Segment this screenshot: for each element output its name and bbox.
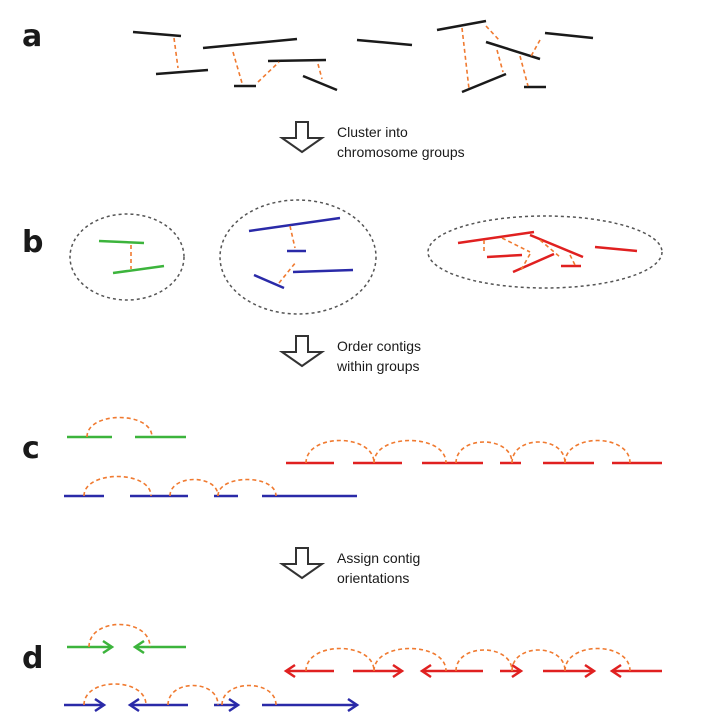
contig-unassigned bbox=[155, 68, 209, 76]
link-dashed-line bbox=[539, 239, 561, 258]
link-arc bbox=[83, 683, 147, 706]
contig-arrowhead bbox=[102, 639, 115, 655]
contig-arrowhead bbox=[584, 663, 597, 679]
panel-label-b: b bbox=[22, 225, 44, 260]
contig-unassigned bbox=[461, 72, 507, 94]
contig-arrowhead bbox=[609, 663, 622, 679]
contig-arrowhead bbox=[511, 663, 524, 679]
link-arc bbox=[221, 684, 277, 706]
contig-red bbox=[529, 233, 584, 259]
contig-blue bbox=[253, 273, 285, 290]
contig-unassigned bbox=[202, 37, 298, 50]
link-dashed-line bbox=[496, 49, 504, 73]
contig-unassigned bbox=[132, 30, 182, 38]
link-arc bbox=[86, 416, 153, 438]
panel-label-c: c bbox=[22, 431, 40, 466]
link-dashed-line bbox=[529, 39, 541, 59]
step-label-cluster-line2: chromosome groups bbox=[337, 144, 465, 160]
contig-blue bbox=[292, 268, 354, 274]
cluster-ellipse-green bbox=[69, 213, 185, 301]
link-dashed-line bbox=[289, 225, 296, 249]
process-arrow-order bbox=[278, 335, 326, 368]
link-arc bbox=[511, 649, 566, 672]
link-dashed-line bbox=[520, 253, 531, 271]
step-label-orient-line2: orientations bbox=[337, 570, 410, 586]
link-dashed-line bbox=[257, 61, 280, 83]
contig-unassigned bbox=[302, 74, 338, 92]
step-label-order-line1: Order contigs bbox=[337, 338, 422, 354]
link-dashed-line bbox=[485, 25, 501, 42]
contig-arrowhead bbox=[132, 639, 145, 655]
contig-red bbox=[594, 245, 638, 253]
link-dashed-line bbox=[317, 63, 323, 80]
link-dashed-line bbox=[278, 261, 297, 284]
panel-label-d: d bbox=[22, 641, 44, 676]
link-arc bbox=[564, 647, 631, 672]
contig-unassigned bbox=[544, 31, 594, 40]
link-arc bbox=[83, 475, 152, 497]
link-arc bbox=[455, 441, 513, 464]
link-arc bbox=[217, 478, 277, 497]
step-label-order-line2: within groups bbox=[337, 358, 420, 374]
link-dashed-line bbox=[232, 51, 243, 84]
contig-arrowhead bbox=[127, 697, 140, 713]
link-arc bbox=[167, 684, 219, 706]
link-arc bbox=[511, 441, 566, 464]
process-arrow-orient bbox=[278, 547, 326, 580]
contig-green bbox=[98, 239, 145, 245]
step-label-orient-line1: Assign contig bbox=[337, 550, 421, 566]
contig-red bbox=[486, 253, 523, 259]
contig-arrowhead bbox=[392, 663, 405, 679]
link-arc bbox=[373, 647, 447, 672]
link-dashed-line bbox=[519, 55, 529, 87]
step-label-order: Order contigs within groups bbox=[337, 336, 421, 376]
step-label-cluster-line1: Cluster into bbox=[337, 124, 408, 140]
contig-arrowhead bbox=[283, 663, 296, 679]
link-dashed-line bbox=[173, 37, 179, 69]
link-arc bbox=[564, 439, 631, 464]
contig-red bbox=[457, 230, 535, 245]
contig-red bbox=[512, 252, 555, 274]
contig-unassigned bbox=[436, 19, 487, 32]
step-label-orient: Assign contig orientations bbox=[337, 548, 420, 588]
link-arc bbox=[88, 623, 151, 648]
contig-arrowhead bbox=[228, 697, 241, 713]
contig-unassigned bbox=[356, 38, 413, 47]
contig-arrowhead bbox=[419, 663, 432, 679]
process-arrow-cluster bbox=[278, 121, 326, 154]
link-dashed-line bbox=[501, 237, 531, 253]
link-dashed-line bbox=[461, 27, 470, 90]
cluster-ellipse-red bbox=[427, 215, 663, 289]
cluster-ellipse-blue bbox=[219, 199, 377, 315]
link-dashed-line bbox=[569, 254, 576, 266]
link-arc bbox=[305, 439, 375, 464]
link-arc bbox=[455, 649, 513, 672]
contig-arrowhead bbox=[94, 697, 107, 713]
contig-green bbox=[112, 264, 165, 275]
contig-unassigned bbox=[267, 58, 327, 63]
contig-unassigned bbox=[485, 40, 541, 61]
link-arc bbox=[169, 478, 219, 497]
link-arc bbox=[373, 439, 447, 464]
step-label-cluster: Cluster into chromosome groups bbox=[337, 122, 465, 162]
panel-label-a: a bbox=[22, 19, 43, 54]
link-arc bbox=[305, 647, 375, 672]
contig-arrowhead bbox=[347, 697, 360, 713]
contig-blue bbox=[248, 216, 341, 233]
